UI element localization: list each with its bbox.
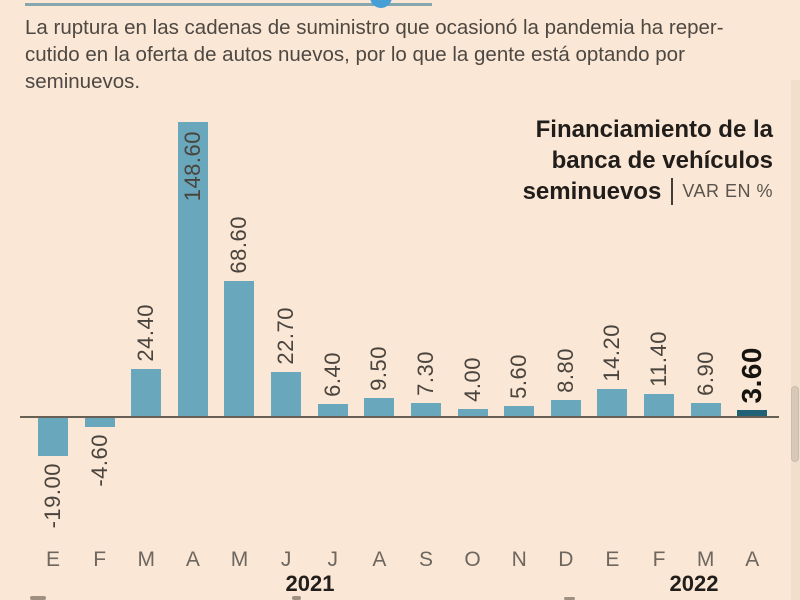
month-label: A — [745, 548, 760, 571]
month-label: J — [280, 548, 292, 571]
month-label: F — [93, 548, 107, 571]
logo-dot-icon — [370, 0, 392, 8]
bar-value-label: -4.60 — [86, 434, 112, 487]
bar-value-label: 24.40 — [133, 304, 159, 362]
month-label: E — [45, 548, 60, 571]
bar — [410, 402, 441, 417]
month-label: A — [372, 548, 387, 571]
bar-value-label: 3.60 — [736, 347, 768, 404]
month-label: A — [185, 548, 200, 571]
bar-value-label: 6.90 — [692, 351, 718, 397]
bar-value-label: 148.60 — [179, 131, 205, 202]
bar — [737, 409, 768, 417]
bar-value-label: 9.50 — [366, 346, 392, 392]
month-label: D — [558, 548, 574, 571]
month-label: F — [652, 548, 666, 571]
bar — [364, 398, 395, 417]
month-label: M — [696, 548, 715, 571]
bar — [224, 280, 255, 417]
bar — [597, 388, 628, 417]
cropped-text-fragment — [564, 597, 575, 600]
unit-label: VAR EN % — [682, 181, 773, 201]
bar-value-label: 6.40 — [319, 352, 345, 398]
bar-value-label: 8.80 — [552, 347, 578, 393]
intro-paragraph: La ruptura en las cadenas de suministro … — [25, 14, 795, 95]
header-rule — [25, 3, 432, 6]
chart-title-word: seminuevos — [522, 178, 662, 205]
month-label: M — [137, 548, 155, 571]
bar — [177, 122, 208, 417]
bar — [504, 405, 535, 417]
bar — [38, 418, 68, 456]
cropped-text-fragment — [30, 596, 46, 600]
bar — [690, 403, 721, 417]
bar — [317, 404, 348, 417]
title-separator — [671, 178, 674, 205]
bar — [550, 399, 581, 417]
intro-line: cutido en la oferta de autos nuevos, por… — [25, 43, 685, 66]
month-label: N — [511, 548, 527, 571]
bar — [271, 371, 302, 417]
intro-line: seminuevos. — [25, 70, 141, 93]
month-label: M — [230, 548, 249, 571]
cropped-text-fragment — [292, 596, 301, 600]
scrollbar-track[interactable] — [791, 80, 800, 600]
bar-value-label: 7.30 — [412, 350, 438, 396]
bar-value-label: 5.60 — [506, 354, 532, 399]
chart-title-line: seminuevos VAR EN % — [523, 176, 773, 207]
bar — [131, 368, 162, 417]
x-axis-line — [20, 416, 779, 418]
chart-title: Financiamiento de la banca de vehículos … — [523, 114, 773, 207]
bar — [84, 418, 115, 428]
bar — [457, 409, 488, 417]
bar — [644, 394, 675, 417]
month-label: O — [464, 548, 481, 571]
year-label: 2021 — [285, 571, 335, 596]
month-label: E — [605, 548, 620, 571]
intro-line: La ruptura en las cadenas de suministro … — [25, 16, 724, 39]
bar-value-label: 22.70 — [273, 307, 299, 365]
bar-value-label: 68.60 — [226, 216, 252, 274]
bar-value-label: -19.00 — [40, 462, 65, 529]
bar-value-label: 14.20 — [599, 324, 625, 382]
chart-title-line: Financiamiento de la — [535, 116, 773, 143]
year-label: 2022 — [669, 571, 719, 596]
chart-title-line: banca de vehículos — [551, 147, 773, 174]
bar-value-label: 11.40 — [646, 331, 672, 388]
month-label: J — [327, 548, 338, 571]
bar-value-label: 4.00 — [459, 357, 485, 403]
month-label: S — [418, 548, 433, 571]
scrollbar-thumb[interactable] — [791, 386, 799, 462]
